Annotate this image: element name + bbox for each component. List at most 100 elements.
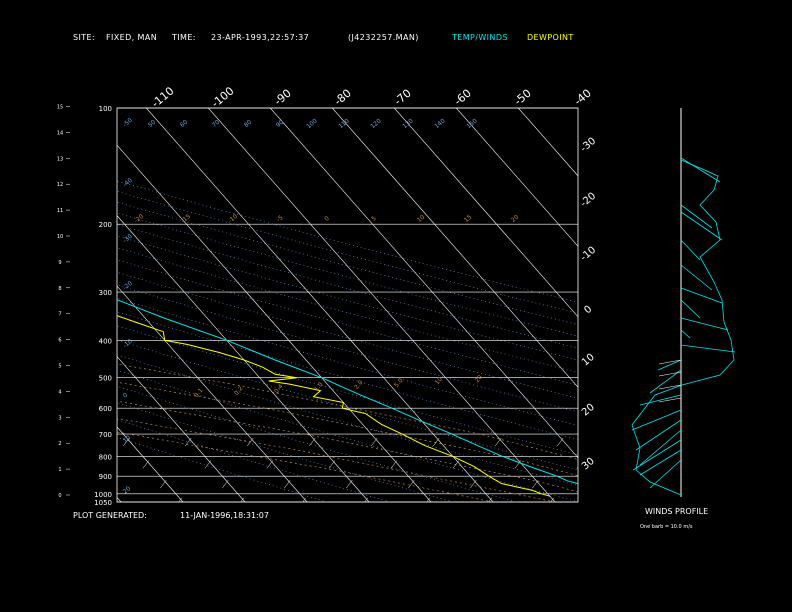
dry-adiabat — [117, 402, 454, 502]
file-name: (J4232257.MAN) — [348, 33, 419, 42]
mixing-tick — [532, 480, 539, 489]
isotherm — [0, 108, 59, 502]
mixing-label: 1.0 — [313, 381, 325, 393]
mixing-tick — [495, 437, 502, 447]
mixing-tick — [142, 460, 150, 469]
wind-barb — [649, 459, 682, 489]
pressure-label: 700 — [99, 431, 112, 439]
generated-label: PLOT GENERATED: — [73, 511, 147, 520]
theta-label: 70 — [211, 119, 221, 129]
theta-label: 50 — [147, 119, 157, 129]
isotherm — [117, 215, 370, 502]
mixing-tick — [470, 480, 477, 489]
top-temp-label: -40 — [572, 87, 594, 109]
height-label: 10 — [57, 234, 63, 240]
moist-label: 5 — [370, 215, 378, 223]
dry-adiabat — [117, 385, 516, 502]
mixing-tick — [514, 460, 522, 469]
pressure-label: 800 — [99, 453, 112, 461]
isotherm — [394, 108, 578, 318]
pressure-label: 200 — [99, 221, 112, 229]
adiabat-label: 10 — [122, 434, 132, 444]
mixing-tick — [160, 480, 167, 489]
series-dewpoint — [117, 315, 551, 497]
mixing-tick — [619, 438, 625, 446]
wind-barb — [680, 329, 691, 339]
wind-barb — [680, 157, 721, 183]
mixing-tick — [390, 460, 398, 469]
mixing-label: 10 — [434, 376, 444, 386]
theta-label: 130 — [401, 117, 414, 130]
pressure-label: 400 — [99, 337, 112, 345]
time-value: 23-APR-1993,22:57:37 — [211, 33, 310, 42]
pressure-label: 500 — [99, 375, 112, 383]
dry-adiabat — [117, 180, 578, 303]
moist-label: 20 — [510, 214, 520, 224]
height-label: 9 — [58, 260, 61, 266]
mixing-tick — [309, 437, 316, 447]
mixing-tick — [346, 480, 353, 489]
series-layer — [117, 299, 578, 497]
dry-adiabat — [117, 271, 578, 399]
height-label: 12 — [57, 182, 63, 188]
dry-adiabat — [117, 297, 578, 427]
dewpoint-line — [117, 315, 551, 497]
wind-barb — [680, 239, 701, 261]
wind-barb — [680, 317, 729, 331]
wind-tick — [658, 397, 682, 403]
moist-label: -15 — [180, 213, 192, 225]
wind-barb — [680, 344, 736, 353]
pressure-label: 900 — [99, 473, 112, 481]
height-label: 7 — [58, 312, 61, 318]
wind-barb — [680, 204, 713, 229]
dry-adiabat — [117, 201, 578, 325]
isotherm — [117, 426, 184, 502]
skewed-lines — [0, 108, 678, 506]
mixing-tick — [557, 437, 564, 447]
top-temp-label: -90 — [272, 87, 294, 109]
pressure-label: 300 — [99, 289, 112, 297]
temperature-line — [117, 299, 578, 485]
mixing-tick — [426, 497, 431, 502]
mixing-tick — [408, 480, 415, 489]
mixing-tick — [488, 497, 493, 502]
mixing-tick — [240, 497, 245, 502]
mixing-tick — [185, 437, 192, 447]
isotherm — [208, 108, 556, 502]
mixing-tick — [452, 460, 460, 469]
pressure-label: 600 — [99, 405, 112, 413]
mixing-tick — [222, 480, 229, 489]
mixing-tick — [594, 480, 600, 488]
theta-label: 100 — [305, 117, 318, 130]
pressure-label: 1000 — [94, 491, 112, 499]
wind-barb — [639, 394, 682, 406]
dry-adiabat — [117, 191, 578, 314]
top-temp-label: -70 — [392, 87, 414, 109]
wind-barb — [639, 429, 682, 466]
mixing-tick — [433, 437, 440, 447]
wind-tick — [658, 359, 682, 365]
dry-adiabat — [117, 339, 578, 471]
right-temp-label: 0 — [582, 304, 594, 317]
theta-label: 150 — [465, 117, 478, 130]
legend-dewpoint: DEWPOINT — [527, 33, 574, 42]
height-label: 1 — [58, 467, 61, 473]
wind-tick — [658, 384, 682, 390]
dry-adiabat — [117, 247, 578, 373]
adiabat-label: -40 — [122, 177, 134, 189]
generated-value: 11-JAN-1996,18:31:07 — [180, 511, 269, 520]
height-label: 6 — [58, 338, 61, 344]
right-temp-label: 30 — [580, 456, 597, 473]
mixing-tick — [672, 498, 678, 506]
dry-adiabat — [117, 212, 578, 337]
dry-adiabat — [117, 235, 578, 361]
mixing-tick — [302, 497, 307, 502]
height-label: 11 — [57, 208, 63, 214]
top-temp-label: -110 — [149, 84, 176, 110]
mixing-tick — [178, 497, 183, 502]
mixing-label: 0.2 — [233, 385, 245, 397]
dry-adiabat — [117, 224, 578, 349]
theta-label: 140 — [433, 117, 446, 130]
wind-barb — [680, 264, 713, 291]
wind-barb — [649, 369, 682, 394]
